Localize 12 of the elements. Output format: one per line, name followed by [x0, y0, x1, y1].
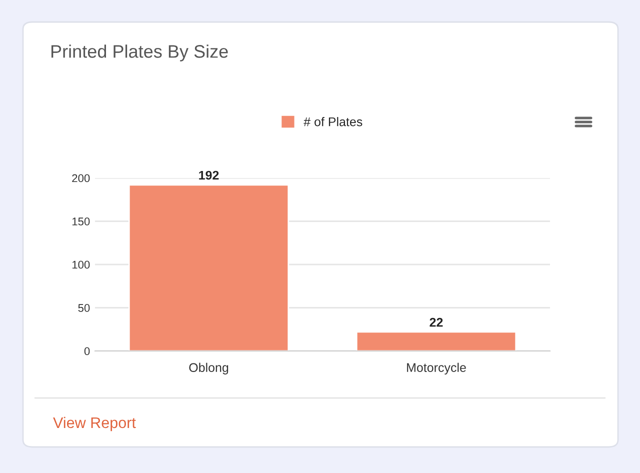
text: View Report — [53, 416, 136, 432]
y-tick-label: 150 — [72, 218, 90, 226]
data-label: 22 — [430, 318, 443, 327]
y-tick-label: 50 — [78, 304, 90, 312]
chart-title: Printed Plates By Size — [51, 44, 228, 62]
x-tick-label: Motorcycle — [407, 362, 466, 374]
data-label: 192 — [199, 170, 219, 180]
y-tick-label: 100 — [72, 260, 90, 269]
legend-label: # of Plates — [304, 117, 362, 126]
y-tick-label: 0 — [84, 347, 90, 356]
x-tick-label: Oblong — [189, 362, 228, 374]
y-tick-label: 200 — [72, 174, 90, 182]
